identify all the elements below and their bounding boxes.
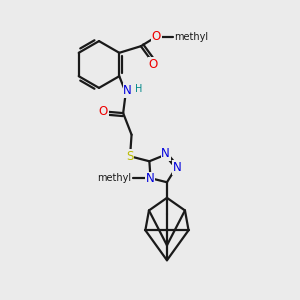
Text: O: O: [152, 29, 161, 43]
Text: N: N: [161, 147, 170, 160]
Text: methyl: methyl: [174, 32, 208, 42]
Text: O: O: [148, 58, 158, 71]
Text: O: O: [99, 105, 108, 118]
Text: N: N: [123, 84, 132, 97]
Text: S: S: [126, 150, 134, 163]
Text: N: N: [146, 172, 154, 185]
Text: methyl: methyl: [98, 173, 132, 183]
Text: H: H: [135, 84, 143, 94]
Text: N: N: [173, 161, 182, 174]
